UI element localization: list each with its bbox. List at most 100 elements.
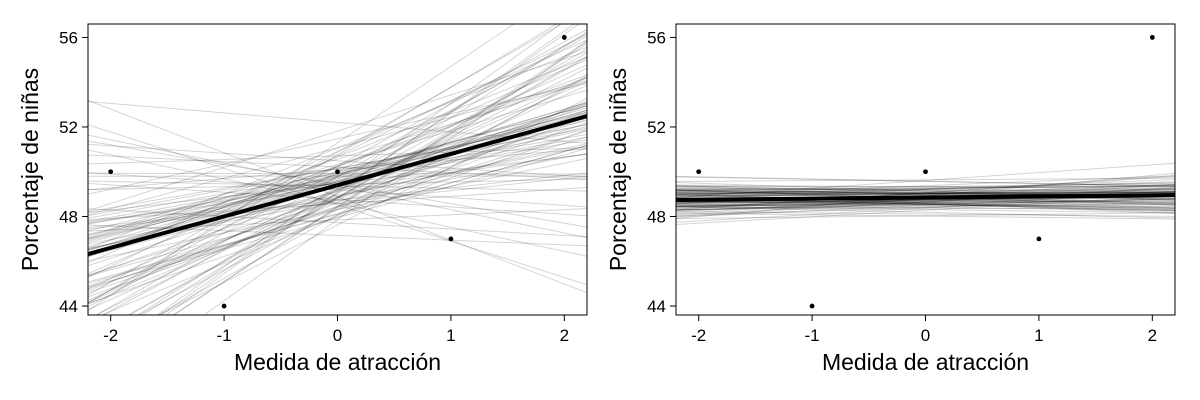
simulated-line: [136, 31, 587, 315]
simulated-line: [676, 191, 1175, 196]
simulated-line: [676, 187, 1175, 193]
simulated-line: [88, 105, 587, 291]
x-tick-label: 2: [1148, 326, 1157, 345]
simulated-line: [676, 198, 1175, 211]
x-tick-label: 2: [560, 326, 569, 345]
simulated-line: [157, 75, 587, 315]
simulated-line: [676, 191, 1175, 194]
simulated-line: [88, 175, 587, 230]
y-tick-label: 56: [647, 28, 666, 47]
simulated-line: [88, 148, 587, 191]
simulated-line: [88, 76, 587, 303]
simulated-line: [676, 195, 1175, 211]
simulated-line: [676, 195, 1175, 208]
simulated-line: [676, 206, 1175, 219]
simulated-line: [88, 24, 558, 304]
simulated-line: [676, 212, 1175, 220]
y-tick-label: 44: [647, 297, 666, 316]
simulated-line: [141, 48, 587, 315]
x-tick-label: 1: [1034, 326, 1043, 345]
simulated-line: [88, 133, 587, 222]
simulated-line: [94, 67, 587, 315]
simulated-line: [88, 122, 587, 294]
x-tick-label: 0: [921, 326, 930, 345]
simulated-line: [88, 147, 587, 165]
y-tick-label: 48: [59, 208, 78, 227]
simulated-line: [676, 187, 1175, 213]
simulated-line: [203, 40, 587, 315]
x-axis-title: Medida de atracción: [822, 349, 1029, 375]
simulated-line: [88, 46, 587, 250]
simulated-line: [128, 57, 587, 315]
simulated-line: [676, 193, 1175, 223]
simulated-line: [676, 201, 1175, 206]
simulated-line: [676, 176, 1175, 210]
simulated-line: [676, 182, 1175, 191]
simulated-line: [88, 123, 587, 241]
simulated-line: [88, 56, 587, 258]
simulated-line: [88, 139, 587, 225]
simulated-line: [88, 77, 587, 257]
simulated-line: [88, 111, 587, 240]
simulated-line: [676, 185, 1175, 191]
simulated-line: [88, 157, 587, 262]
simulated-line: [88, 124, 587, 286]
y-tick-label: 52: [647, 118, 666, 137]
simulated-line: [88, 50, 587, 212]
simulated-line: [88, 113, 587, 242]
simulated-line: [88, 81, 587, 301]
simulated-line: [88, 125, 587, 257]
simulated-line: [88, 186, 587, 221]
plot-area: [88, 24, 587, 315]
simulated-line: [88, 128, 587, 236]
simulated-line: [88, 107, 587, 251]
simulated-line: [676, 189, 1175, 198]
simulated-line: [676, 205, 1175, 214]
simulated-line: [676, 200, 1175, 209]
fitted-line: [88, 114, 587, 257]
simulated-line: [676, 189, 1175, 193]
simulated-line: [88, 39, 587, 264]
simulated-line: [88, 130, 587, 305]
simulated-line: [88, 81, 587, 238]
simulated-line: [88, 208, 587, 232]
simulated-line: [88, 28, 587, 303]
simulated-line: [88, 148, 587, 288]
simulated-line: [88, 59, 587, 275]
simulated-line: [101, 52, 587, 315]
simulated-line: [88, 82, 587, 195]
simulated-line: [676, 195, 1175, 226]
data-point: [923, 169, 928, 175]
simulated-line: [676, 175, 1175, 211]
simulated-line: [676, 187, 1175, 217]
data-point: [1149, 35, 1155, 40]
x-tick-label: -2: [103, 326, 118, 345]
simulated-line: [88, 105, 587, 244]
simulated-line: [88, 182, 587, 217]
simulated-line: [88, 136, 587, 224]
simulated-line: [676, 211, 1175, 217]
simulated-line: [88, 112, 587, 287]
x-axis-title: Medida de atracción: [234, 349, 441, 375]
simulated-line: [676, 184, 1175, 202]
simulated-line: [676, 212, 1175, 220]
simulated-line: [676, 191, 1175, 197]
simulated-line: [172, 43, 587, 315]
simulated-line: [159, 24, 580, 315]
simulated-line: [676, 185, 1175, 192]
simulated-line: [88, 80, 587, 216]
simulated-line: [88, 99, 587, 294]
simulated-line: [88, 144, 587, 284]
simulated-line: [88, 172, 587, 228]
simulated-line: [676, 179, 1175, 200]
data-point: [809, 303, 815, 309]
y-tick-label: 56: [59, 28, 78, 47]
y-axis-title: Porcentaje de niñas: [605, 68, 631, 271]
simulated-line: [676, 198, 1175, 217]
x-tick-label: -1: [805, 326, 820, 345]
simulated-line: [676, 175, 1175, 197]
simulated-line: [88, 115, 587, 298]
panel-1: -2 -1 0 1 2 44 48 52 56 Medida de atracción Porcen…: [17, 23, 588, 375]
simulated-line: [676, 200, 1175, 208]
simulated-line: [88, 208, 587, 238]
